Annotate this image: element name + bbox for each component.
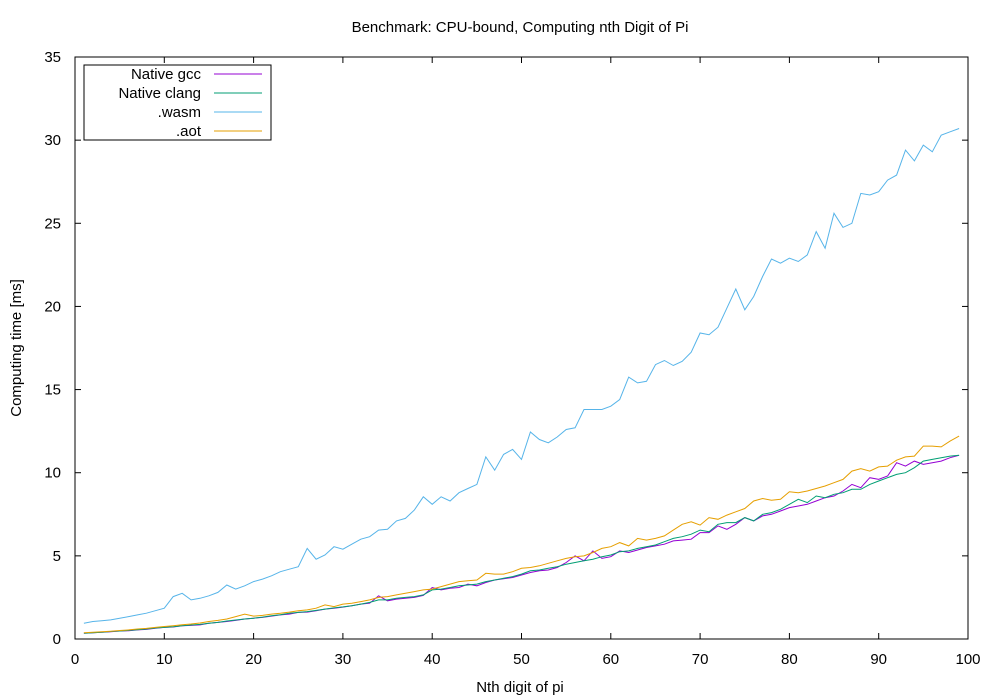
y-tick-label: 20 [44,298,61,315]
x-tick-label: 80 [781,651,798,668]
x-tick-label: 0 [71,651,79,668]
x-tick-label: 20 [245,651,262,668]
y-tick-label: 10 [44,465,61,482]
plot-frame [74,56,969,640]
chart-title: Benchmark: CPU-bound, Computing nth Digi… [352,19,689,36]
x-tick-label: 100 [955,651,980,668]
plot-lines [83,128,960,634]
series-line-aot [83,435,960,634]
x-tick-label: 10 [156,651,173,668]
x-tick-label: 70 [692,651,709,668]
x-tick-label: 30 [335,651,352,668]
y-tick-label: 0 [53,631,61,648]
x-axis-label: Nth digit of pi [476,679,564,696]
y-tick-label: 15 [44,382,61,399]
legend: Native gcc Native clang .wasm .aot [83,64,272,141]
legend-label: .aot [176,123,202,140]
x-tick-label: 60 [602,651,619,668]
legend-box [83,64,272,141]
y-axis-label: Computing time [ms] [8,279,25,417]
series-line-native-gcc [83,454,960,634]
series-line-wasm [83,128,960,624]
series-line-native-clang [83,454,960,634]
x-tick-label: 40 [424,651,441,668]
y-tick-label: 35 [44,49,61,66]
legend-label: Native clang [118,85,201,102]
x-tick-label: 50 [513,651,530,668]
y-tick-label: 25 [44,215,61,232]
legend-label: Native gcc [131,66,202,83]
legend-label: .wasm [158,104,201,121]
x-tick-label: 90 [870,651,887,668]
y-tick-label: 5 [53,548,61,565]
y-tick-label: 30 [44,132,61,149]
axes: 0 10 20 30 40 50 60 70 80 90 100 0 5 10 15 20 25 30 35 [44,49,980,668]
